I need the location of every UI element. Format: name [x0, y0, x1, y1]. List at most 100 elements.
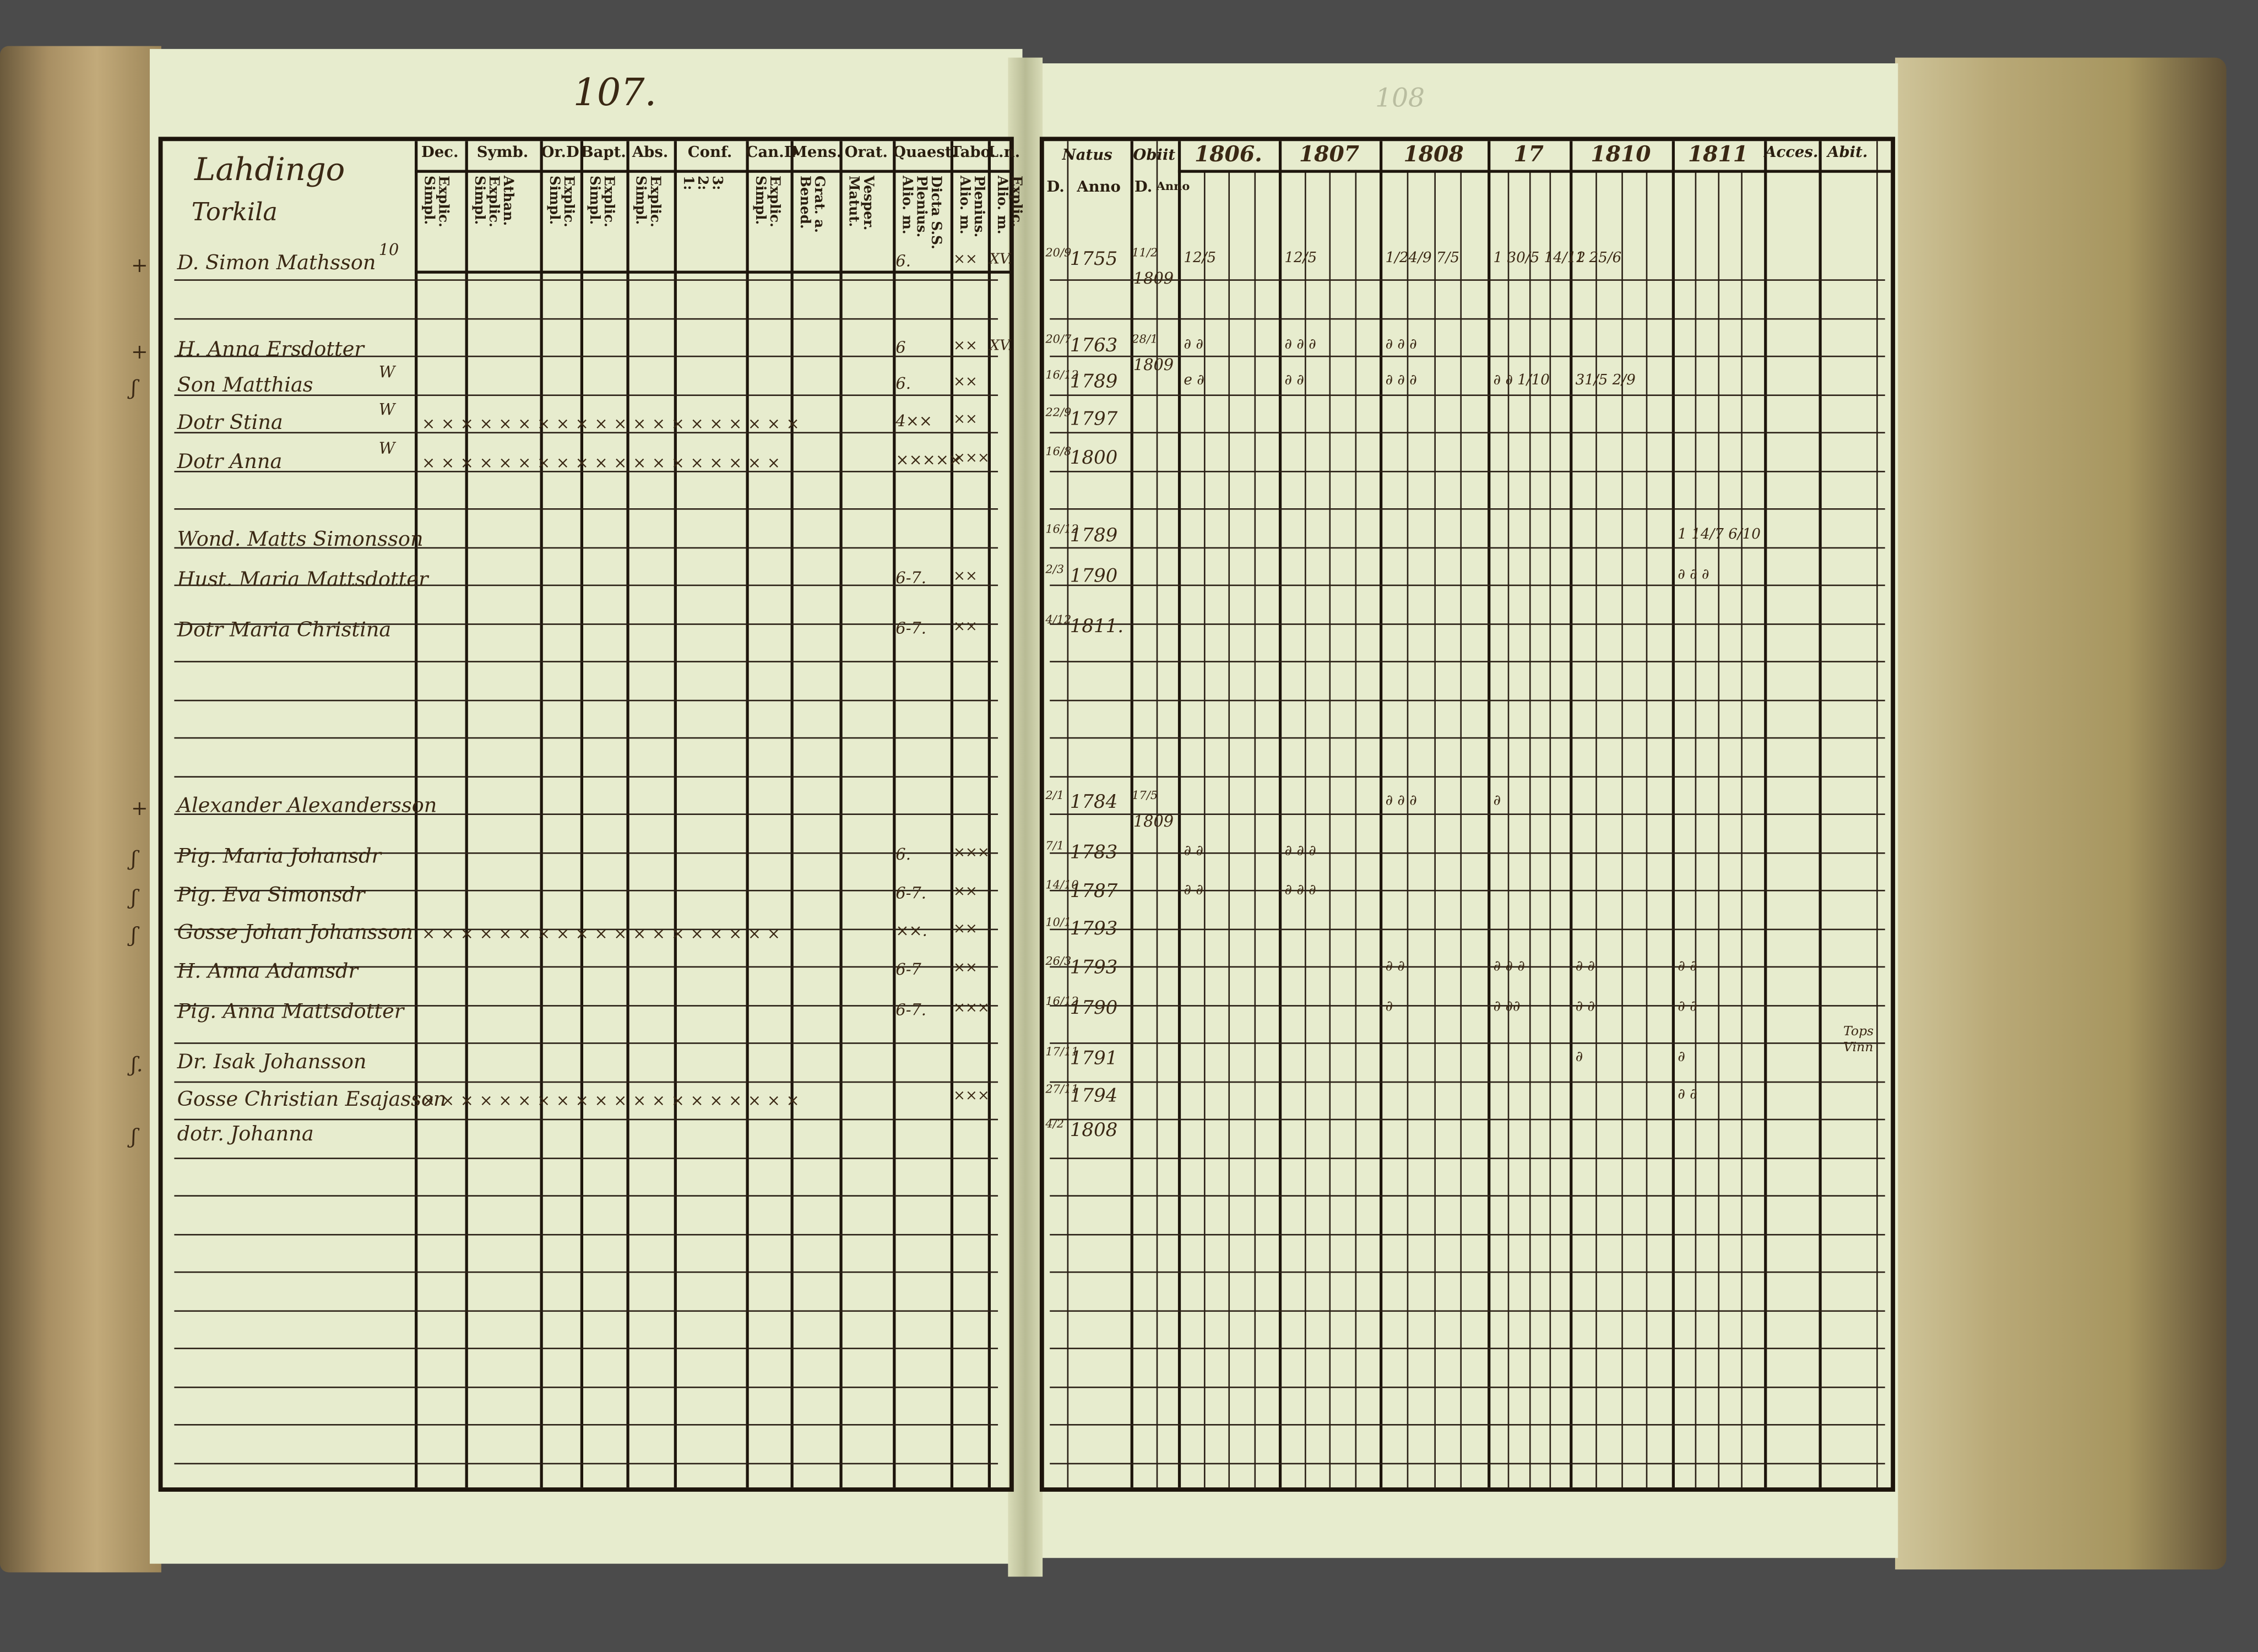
- year-attendance: ∂ ∂: [1184, 336, 1203, 353]
- row-rule: [174, 584, 998, 586]
- row-rule: [1050, 432, 1885, 434]
- row-rule: [174, 775, 998, 777]
- row-rule: [174, 355, 998, 357]
- row-rule: [174, 813, 998, 815]
- column-subheader: 3: 2: 1:: [680, 176, 725, 191]
- margin-mark: ʃ: [131, 848, 137, 871]
- birth-day: 20/9: [1045, 246, 1072, 259]
- row-rule: [174, 928, 998, 930]
- row-rule: [174, 394, 998, 395]
- person-name: Gosse Johan Johansson: [177, 921, 413, 945]
- tabo-value: ×××: [953, 845, 990, 861]
- birth-day: 16/12: [1045, 995, 1079, 1008]
- birth-year: 1794: [1070, 1085, 1118, 1107]
- birth-year: 1784: [1070, 792, 1118, 814]
- death-year: 1809: [1133, 812, 1174, 831]
- row-rule: [174, 1347, 998, 1350]
- person-name: Son Matthias: [177, 374, 313, 398]
- quaest-value: ×××××: [895, 450, 962, 470]
- person-name: H. Anna Ersdotter: [177, 338, 364, 362]
- birth-day: 22/9: [1045, 406, 1072, 419]
- column-header: Bapt.: [580, 144, 626, 161]
- year-header: 1808: [1403, 141, 1464, 167]
- tabo-value: ××: [953, 619, 978, 635]
- row-rule: [174, 1118, 998, 1121]
- quarter-rule: [1203, 170, 1205, 1488]
- column-subheader: Explic. Simpl.: [632, 176, 663, 227]
- birth-day: 14/10: [1045, 878, 1079, 892]
- tabo-value: ×××: [953, 450, 990, 467]
- row-rule: [1050, 546, 1885, 548]
- row-rule: [1050, 584, 1885, 586]
- quarter-rule: [1528, 170, 1530, 1488]
- quaest-value: 6.: [895, 252, 911, 271]
- obiit-year-header: Anno: [1156, 178, 1190, 193]
- year-attendance: ∂ ∂: [1678, 1087, 1697, 1103]
- header-rule: [415, 270, 1009, 274]
- row-rule: [1050, 1195, 1885, 1197]
- column-header: Can.D: [746, 144, 797, 161]
- row-rule: [1050, 1271, 1885, 1273]
- row-rule: [174, 1462, 998, 1464]
- row-rule: [174, 1195, 998, 1197]
- exam-marks: × × × × × × × × × × × × × × × × × × ×: [422, 924, 781, 943]
- column-subheader: Dicta S.S. Plenius. Alio. m.: [898, 176, 943, 249]
- right-page: [1031, 63, 1898, 1558]
- birth-year: 1755: [1070, 249, 1118, 271]
- year-attendance: ∂ ∂: [1184, 844, 1203, 860]
- row-rule: [174, 279, 998, 281]
- left-page: [149, 48, 1023, 1564]
- birth-day: 7/1: [1045, 839, 1065, 852]
- tabo-value: ××: [953, 411, 978, 428]
- margin-mark: +: [131, 341, 148, 365]
- year-attendance: ∂ ∂ ∂: [1284, 882, 1316, 899]
- column-subheader: Explic. Simpl.: [546, 176, 576, 227]
- row-rule: [1050, 1424, 1885, 1426]
- birth-year: 1793: [1070, 919, 1118, 941]
- year-attendance: ∂ ∂ ∂: [1385, 336, 1417, 353]
- birth-year: 1790: [1070, 566, 1118, 588]
- row-rule: [1050, 737, 1885, 739]
- row-rule: [1050, 966, 1885, 968]
- person-name: Dotr Anna: [177, 450, 283, 474]
- row-rule: [174, 1309, 998, 1311]
- exam-marks: × × × × × × × × × × × × × × × × × × ×: [422, 453, 781, 472]
- birth-day: 16/8: [1045, 444, 1072, 458]
- farm-name: Torkila: [191, 198, 278, 228]
- person-name: Dr. Isak Johansson: [177, 1051, 367, 1074]
- column-subheader: Plenius. Alio. m.: [956, 176, 987, 238]
- abit-note: Tops Vinn: [1843, 1025, 1878, 1056]
- year-attendance: ∂ ∂∂: [1493, 999, 1521, 1015]
- name-note: W: [378, 362, 395, 382]
- obiit-day-header: D.: [1134, 178, 1153, 196]
- birth-day: 2/3: [1045, 563, 1065, 576]
- row-rule: [1050, 1347, 1885, 1350]
- natus-day-header: D.: [1046, 178, 1065, 196]
- row-rule: [174, 317, 998, 319]
- quarter-rule: [1253, 170, 1255, 1488]
- row-rule: [1050, 622, 1885, 624]
- row-rule: [1050, 1080, 1885, 1083]
- year-attendance: e ∂: [1184, 373, 1204, 389]
- column-subheader: Explic. Simpl.: [586, 176, 617, 227]
- vital-records-table: Natus D. Anno Obiit D. Anno 1806. 1807 1808 17 181…: [1039, 137, 1896, 1492]
- quarter-rule: [1228, 170, 1230, 1488]
- tabo-value: ××: [953, 960, 978, 976]
- row-rule: [174, 622, 998, 624]
- birth-year: 1789: [1070, 525, 1118, 547]
- natus-year-header: Anno: [1077, 178, 1121, 196]
- death-year: 1809: [1133, 269, 1174, 288]
- person-name: Alexander Alexandersson: [177, 795, 437, 818]
- year-attendance: 1/24/9 7/5: [1385, 250, 1460, 267]
- margin-mark: ʃ: [131, 924, 137, 948]
- header-rule: [1177, 170, 1891, 173]
- name-note: W: [378, 400, 395, 419]
- row-rule: [174, 1004, 998, 1006]
- tabo-value: ××: [953, 884, 978, 900]
- quaest-value: 6-7.: [895, 619, 926, 638]
- quaest-value: 6.: [895, 845, 911, 864]
- year-attendance: 1 30/5 14/12: [1493, 250, 1586, 267]
- row-rule: [174, 1233, 998, 1235]
- death-day: 28/1: [1132, 333, 1158, 346]
- row-rule: [174, 1271, 998, 1273]
